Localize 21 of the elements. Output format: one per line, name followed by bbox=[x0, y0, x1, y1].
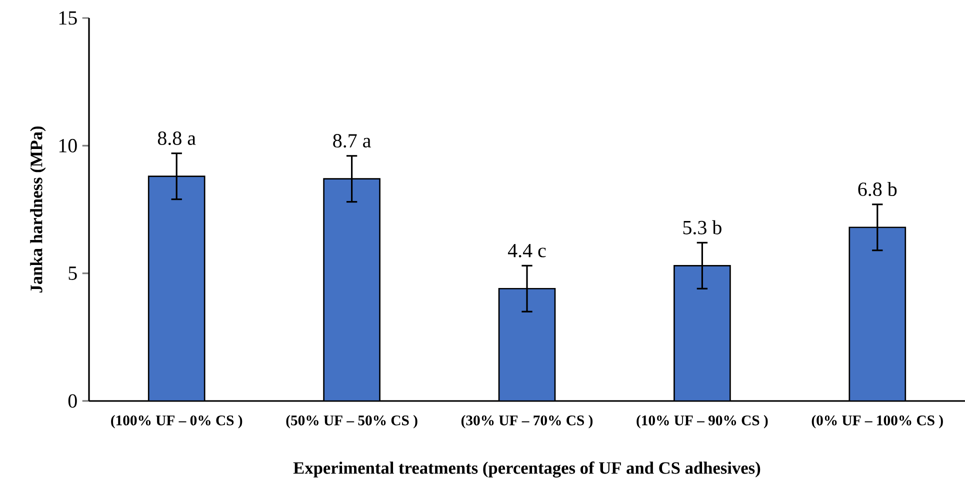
data-label: 5.3 b bbox=[683, 220, 722, 234]
y-tick-label: 5 bbox=[68, 266, 77, 280]
bar bbox=[674, 264, 731, 401]
y-tick-label: 0 bbox=[68, 394, 77, 408]
y-axis-title: Janka hardness (MPa) bbox=[30, 126, 46, 292]
x-tick-label: (10% UF – 90% CS ) bbox=[636, 415, 768, 428]
x-tick-label: (50% UF – 50% CS ) bbox=[286, 415, 418, 428]
data-label: 4.4 c bbox=[508, 244, 546, 258]
y-tick-label: 15 bbox=[59, 11, 77, 25]
data-label: 8.7 a bbox=[333, 134, 371, 148]
x-tick-label: (0% UF – 100% CS ) bbox=[812, 415, 943, 428]
x-axis-title: Experimental treatments (percentages of UF and CS adhesives) bbox=[293, 461, 760, 478]
data-label: 6.8 b bbox=[858, 182, 897, 196]
bar bbox=[148, 176, 206, 401]
bar bbox=[323, 178, 380, 401]
bar bbox=[848, 226, 906, 401]
x-tick-label: (30% UF – 70% CS ) bbox=[461, 415, 593, 428]
x-tick-label: (100% UF – 0% CS ) bbox=[111, 415, 242, 428]
y-tick-label: 10 bbox=[59, 138, 77, 152]
bar bbox=[498, 288, 556, 401]
data-label: 8.8 a bbox=[158, 131, 196, 146]
